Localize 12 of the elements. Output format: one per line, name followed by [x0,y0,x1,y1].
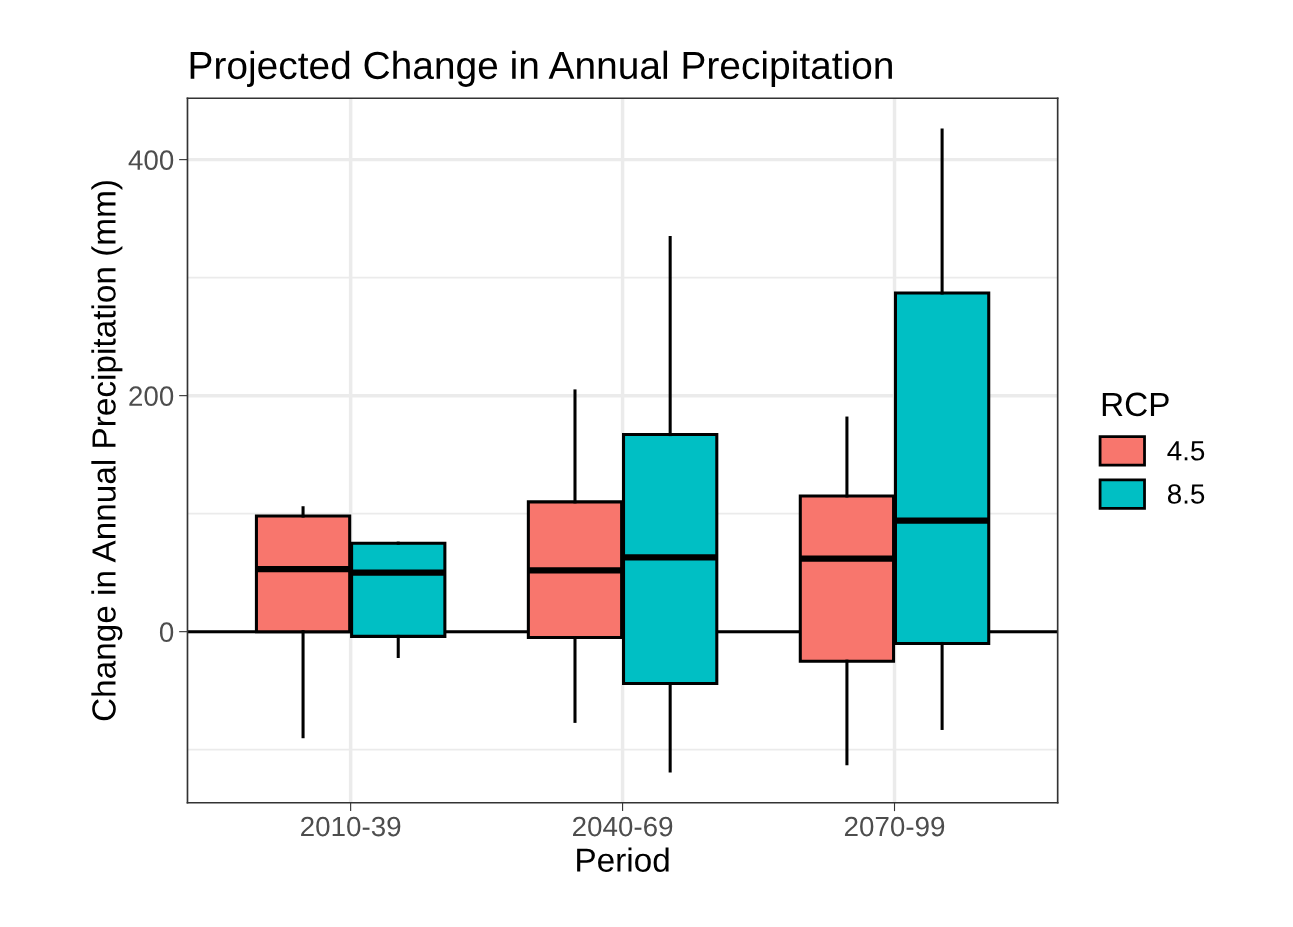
chart-title: Projected Change in Annual Precipitation [190,50,892,87]
y-tick-label: 0 [159,622,174,643]
legend-label: 8.5 [1167,484,1205,504]
legend-title: RCP [1102,392,1169,417]
x-tick-label: 2070-99 [844,816,945,837]
y-tick-label: 400 [128,150,174,170]
x-tick-label: 2040-69 [573,816,673,837]
x-axis-title: Period [577,847,669,872]
legend-label: 4.5 [1167,441,1205,461]
y-axis-title: Change in Annual Precipitation (mm) [91,181,123,721]
x-tick-label: 2010-39 [301,816,401,837]
y-tick-label: 200 [129,386,174,406]
